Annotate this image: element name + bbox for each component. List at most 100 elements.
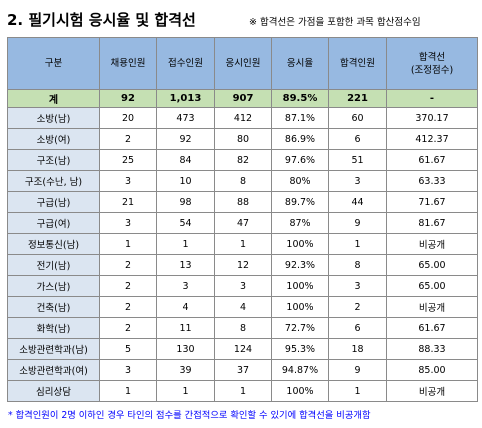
- row-category: 화학(남): [7, 317, 100, 339]
- cell: 13: [156, 254, 215, 276]
- cell: 1: [214, 233, 272, 255]
- cell: 89.5%: [271, 89, 329, 108]
- page-title: 2. 필기시험 응시율 및 합격선: [7, 11, 196, 29]
- cell: 72.7%: [271, 317, 329, 339]
- header-examinees: 응시인원: [214, 37, 272, 90]
- cell: -: [386, 89, 478, 108]
- table-row: 화학(남) 2 11 8 72.7% 6 61.67: [7, 317, 478, 339]
- total-row: 계 92 1,013 907 89.5% 221 -: [7, 89, 478, 108]
- cell: 12: [214, 254, 272, 276]
- table-row: 소방(여) 2 92 80 86.9% 6 412.37: [7, 128, 478, 150]
- table-row: 전기(남) 2 13 12 92.3% 8 65.00: [7, 254, 478, 276]
- cell: 61.67: [386, 149, 478, 171]
- cell: 1,013: [156, 89, 215, 108]
- table-row: 심리상담 1 1 1 100% 1 비공개: [7, 380, 478, 402]
- cell: 44: [328, 191, 387, 213]
- header-hires: 채용인원: [99, 37, 157, 90]
- cell: 80: [214, 128, 272, 150]
- cell: 100%: [271, 380, 329, 402]
- cell: 비공개: [386, 380, 478, 402]
- cell: 60: [328, 107, 387, 129]
- cell: 8: [214, 170, 272, 192]
- title-row: 2. 필기시험 응시율 및 합격선 ※ 합격선은 가점을 포함한 과목 합산점수…: [7, 9, 477, 31]
- cell: 2: [99, 254, 157, 276]
- cell: 87.1%: [271, 107, 329, 129]
- cell: 비공개: [386, 296, 478, 318]
- cell: 412: [214, 107, 272, 129]
- cell: 1: [214, 380, 272, 402]
- row-category: 정보통신(남): [7, 233, 100, 255]
- cell: 2: [99, 275, 157, 297]
- table-row: 가스(남) 2 3 3 100% 3 65.00: [7, 275, 478, 297]
- cell: 221: [328, 89, 387, 108]
- cell: 1: [328, 233, 387, 255]
- cell: 4: [214, 296, 272, 318]
- cell: 3: [99, 170, 157, 192]
- cell: 9: [328, 212, 387, 234]
- row-category: 구조(수난, 남): [7, 170, 100, 192]
- cell: 8: [328, 254, 387, 276]
- row-category: 구조(남): [7, 149, 100, 171]
- score-note: ※ 합격선은 가점을 포함한 과목 합산점수임: [249, 17, 421, 28]
- results-table: 구분 채용인원 접수인원 응시인원 응시율 합격인원 합격선 (조정점수) 계 …: [7, 37, 478, 402]
- cell: 1: [156, 380, 215, 402]
- header-cutoff: 합격선 (조정점수): [386, 37, 478, 90]
- cell: 88.33: [386, 338, 478, 360]
- cell: 82: [214, 149, 272, 171]
- cell: 3: [328, 170, 387, 192]
- cell: 63.33: [386, 170, 478, 192]
- cell: 907: [214, 89, 272, 108]
- cell: 비공개: [386, 233, 478, 255]
- header-category: 구분: [7, 37, 100, 90]
- cell: 94.87%: [271, 359, 329, 381]
- cell: 124: [214, 338, 272, 360]
- row-category: 가스(남): [7, 275, 100, 297]
- table-row: 구조(수난, 남) 3 10 8 80% 3 63.33: [7, 170, 478, 192]
- cell: 1: [156, 233, 215, 255]
- cell: 71.67: [386, 191, 478, 213]
- cell: 1: [99, 233, 157, 255]
- cell: 1: [99, 380, 157, 402]
- cell: 25: [99, 149, 157, 171]
- cell: 4: [156, 296, 215, 318]
- cell: 88: [214, 191, 272, 213]
- cell: 98: [156, 191, 215, 213]
- cell: 10: [156, 170, 215, 192]
- row-category: 소방(남): [7, 107, 100, 129]
- cell: 21: [99, 191, 157, 213]
- cell: 2: [328, 296, 387, 318]
- cell: 3: [99, 359, 157, 381]
- row-category: 소방관련학과(여): [7, 359, 100, 381]
- cell: 6: [328, 317, 387, 339]
- cell: 1: [328, 380, 387, 402]
- cell: 81.67: [386, 212, 478, 234]
- table-row: 소방(남) 20 473 412 87.1% 60 370.17: [7, 107, 478, 129]
- cell: 3: [328, 275, 387, 297]
- cell: 92: [156, 128, 215, 150]
- cell: 계: [7, 89, 100, 108]
- cell: 97.6%: [271, 149, 329, 171]
- row-category: 구급(여): [7, 212, 100, 234]
- cell: 95.3%: [271, 338, 329, 360]
- cell: 89.7%: [271, 191, 329, 213]
- cell: 9: [328, 359, 387, 381]
- header-passed: 합격인원: [328, 37, 387, 90]
- header-cutoff-sub: (조정점수): [410, 64, 454, 76]
- footer-note: * 합격인원이 2명 이하인 경우 타인의 점수를 간접적으로 확인할 수 있기…: [8, 410, 371, 421]
- cell: 92.3%: [271, 254, 329, 276]
- cell: 85.00: [386, 359, 478, 381]
- cell: 3: [214, 275, 272, 297]
- table-row: 구급(여) 3 54 47 87% 9 81.67: [7, 212, 478, 234]
- cell: 80%: [271, 170, 329, 192]
- table-row: 건축(남) 2 4 4 100% 2 비공개: [7, 296, 478, 318]
- table-row: 정보통신(남) 1 1 1 100% 1 비공개: [7, 233, 478, 255]
- cell: 100%: [271, 296, 329, 318]
- cell: 18: [328, 338, 387, 360]
- cell: 20: [99, 107, 157, 129]
- row-category: 건축(남): [7, 296, 100, 318]
- row-category: 구급(남): [7, 191, 100, 213]
- cell: 92: [99, 89, 157, 108]
- row-category: 전기(남): [7, 254, 100, 276]
- cell: 412.37: [386, 128, 478, 150]
- cell: 37: [214, 359, 272, 381]
